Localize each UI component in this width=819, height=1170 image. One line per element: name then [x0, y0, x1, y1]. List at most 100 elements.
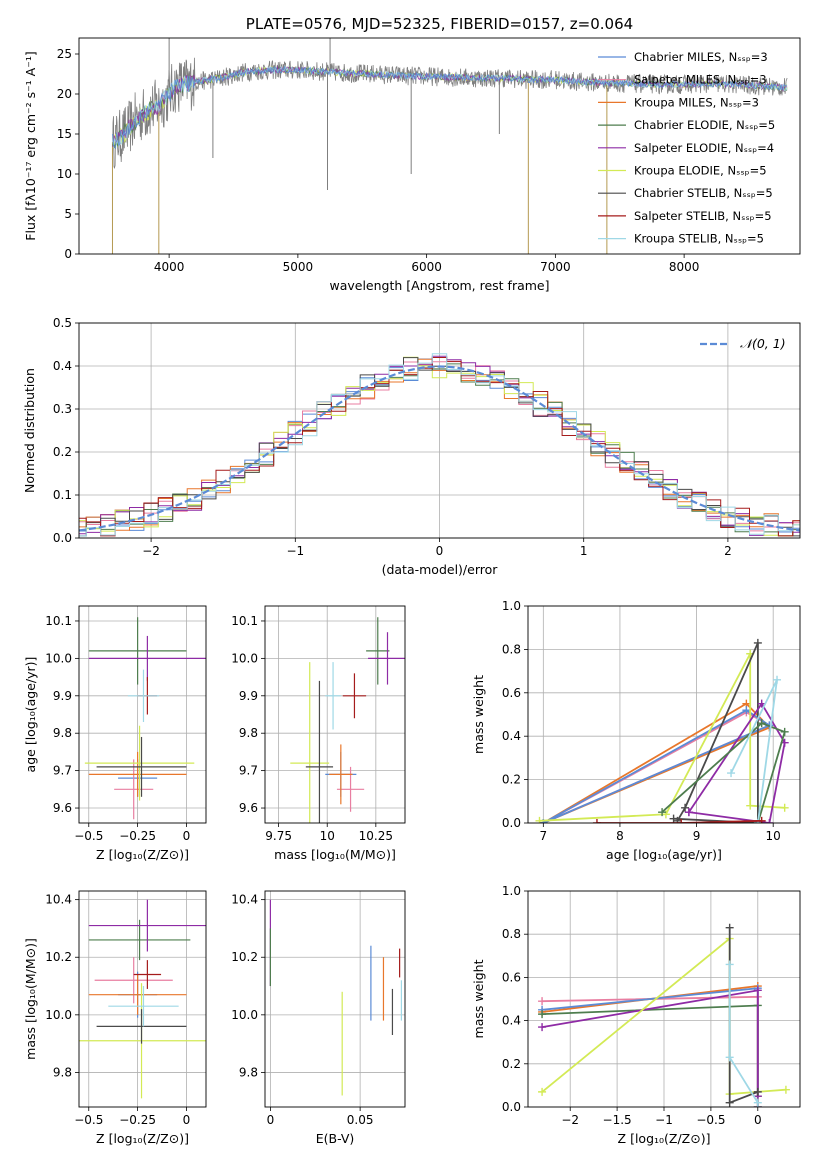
- massweight-marker: [538, 997, 547, 1006]
- massweight-line-kroupa-stelib: [730, 679, 778, 823]
- x-tick-label: 0.05: [347, 1113, 374, 1127]
- massweight-marker: [725, 1053, 734, 1062]
- massweight_vs_Z-plot-area: [538, 923, 790, 1107]
- axes-frame: [264, 890, 406, 1108]
- massweight-line-chabrier-stelib: [673, 642, 759, 823]
- gaussian-curve: [79, 365, 800, 532]
- y-tick-label: 9.8: [239, 726, 258, 740]
- y-tick-label: 0.4: [502, 1014, 521, 1028]
- axes-frame: [78, 605, 207, 824]
- x-axis-label: E(B-V): [316, 1131, 355, 1146]
- massweight-marker: [684, 808, 693, 817]
- massweight_vs_Z-panel: −2 −1.5 −1 −0.5 0 0.0 0.2 0.4 0.6 0.8 1.0 Z [log₁₀(…: [471, 884, 801, 1146]
- massweight-line-kroupa-stelib: [728, 964, 759, 1104]
- massweight-line-salpeter-stelib: [597, 819, 762, 823]
- y-tick-label: 9.9: [53, 689, 72, 703]
- histogram-kroupa-elodie: [79, 356, 800, 537]
- legend-entry: Chabrier ELODIE, Nₛₛₚ=5: [634, 118, 775, 132]
- x-axis-label: wavelength [Angstrom, rest frame]: [329, 278, 549, 293]
- x-tick-label: 10: [766, 829, 781, 843]
- y-tick-label: 10.0: [45, 651, 72, 665]
- legend-entry: Salpeter MILES, Nₛₛₚ=3: [634, 73, 767, 87]
- mass_vs_Z-plot-area: [79, 899, 206, 1099]
- massweight_vs_age-plot-area: [535, 638, 789, 823]
- x-tick-label: 9.75: [265, 829, 292, 843]
- massweight-marker: [773, 675, 782, 684]
- axes-frame: [527, 605, 801, 824]
- massweight-line-chabrier-stelib: [728, 927, 759, 1105]
- y-tick-label: 9.8: [53, 1065, 72, 1079]
- spectrum-plot-area: [111, 38, 788, 254]
- age_vs_Z-plot-area: [84, 617, 206, 820]
- massweight-marker: [538, 1023, 547, 1032]
- legend-entry: Salpeter STELIB, Nₛₛₚ=5: [634, 209, 772, 223]
- legend-entry: Chabrier STELIB, Nₛₛₚ=5: [634, 186, 773, 200]
- x-tick-label: −1: [655, 1113, 673, 1127]
- axes-frame: [78, 890, 207, 1108]
- age_vs_Z-panel: −0.5 −0.25 0 9.6 9.7 9.8 9.9 10.0 10.1 Z [log₁₀(Z…: [23, 605, 207, 862]
- residuals-panel: −2 −1 0 1 2 0.0 0.1 0.2 0.3 0.4 0.5 (data-model)/er…: [22, 316, 801, 577]
- massweight-marker: [753, 1087, 762, 1096]
- axes-frame: [78, 322, 801, 539]
- y-tick-label: 25: [57, 47, 72, 61]
- y-tick-label: 1.0: [502, 599, 521, 613]
- massweight-marker: [781, 1085, 790, 1094]
- y-axis-label: mass weight: [471, 675, 486, 754]
- massweight-marker: [538, 1087, 547, 1096]
- axes-frame: [264, 605, 406, 824]
- massweight-marker: [535, 816, 544, 823]
- x-tick-label: 2: [724, 544, 732, 558]
- mass_vs_ebv-panel: 0 0.05 9.8 10.0 10.2 10.4 E(B-V): [231, 890, 406, 1146]
- x-tick-label: 0: [754, 1113, 762, 1127]
- gauss-legend-label: 𝒩(0, 1): [740, 336, 786, 351]
- y-tick-label: 0.6: [502, 970, 521, 984]
- x-tick-label: 0: [436, 544, 444, 558]
- age_vs_mass-plot-area: [290, 617, 405, 823]
- x-axis-label: (data-model)/error: [382, 562, 499, 577]
- massweight-marker: [669, 814, 678, 823]
- y-tick-label: 0.2: [53, 445, 72, 459]
- spectrum-legend: Chabrier MILES, Nₛₛₚ=3 Salpeter MILES, Nₛ…: [598, 50, 775, 246]
- massweight-marker: [780, 727, 789, 736]
- y-tick-label: 5: [64, 207, 72, 221]
- x-tick-label: 6000: [411, 260, 442, 274]
- massweight-marker: [538, 1010, 547, 1019]
- massweight-marker: [725, 923, 734, 932]
- x-tick-label: 10.25: [359, 829, 393, 843]
- x-tick-label: 4000: [154, 260, 185, 274]
- massweight-marker: [746, 801, 755, 810]
- massweight-marker: [765, 819, 774, 823]
- y-tick-label: 0.1: [53, 488, 72, 502]
- y-tick-label: 10.1: [45, 614, 72, 628]
- massweight-marker: [658, 808, 667, 817]
- x-tick-label: 7000: [540, 260, 571, 274]
- mass_vs_ebv-plot-area: [269, 899, 403, 1096]
- massweight-marker: [681, 803, 690, 812]
- massweight-line-chabrier-elodie: [661, 722, 786, 823]
- massweight-marker: [727, 769, 736, 778]
- massweight-marker: [757, 816, 766, 823]
- histogram-kroupa-stelib: [79, 353, 800, 537]
- axes-frame: [78, 37, 801, 255]
- y-tick-label: 0.0: [53, 531, 72, 545]
- y-tick-label: 10.4: [45, 893, 72, 907]
- age_vs_mass-panel: 9.75 10 10.25 9.6 9.7 9.8 9.9 10.0 10.1 mass [log…: [231, 605, 406, 862]
- x-axis-label: Z [log₁₀(Z/Z⊙)]: [618, 1131, 711, 1146]
- chart-title: PLATE=0576, MJD=52325, FIBERID=0157, z=0…: [246, 15, 633, 33]
- x-tick-label: −1.5: [603, 1113, 632, 1127]
- y-tick-label: 9.6: [239, 801, 258, 815]
- mass_vs_Z-panel: −0.5 −0.25 0 9.8 10.0 10.2 10.4 Z [log₁₀(Z/Z⊙)]…: [23, 890, 207, 1146]
- x-tick-label: 8000: [669, 260, 700, 274]
- massweight-marker: [757, 719, 766, 728]
- y-tick-label: 0.8: [502, 642, 521, 656]
- spectrum-panel: 4000 5000 6000 7000 8000 0 5 10 15 20 25 wavelength…: [23, 15, 801, 293]
- y-tick-label: 0.3: [53, 402, 72, 416]
- y-tick-label: 9.8: [53, 726, 72, 740]
- model-spectrum-chabrier-miles: [112, 65, 788, 150]
- y-tick-label: 10.0: [231, 651, 258, 665]
- y-tick-label: 10.1: [231, 614, 258, 628]
- y-tick-label: 10.0: [45, 1008, 72, 1022]
- massweight-marker: [725, 1098, 734, 1107]
- massweight-marker: [753, 638, 762, 647]
- x-axis-label: Z [log₁₀(Z/Z⊙)]: [96, 1131, 189, 1146]
